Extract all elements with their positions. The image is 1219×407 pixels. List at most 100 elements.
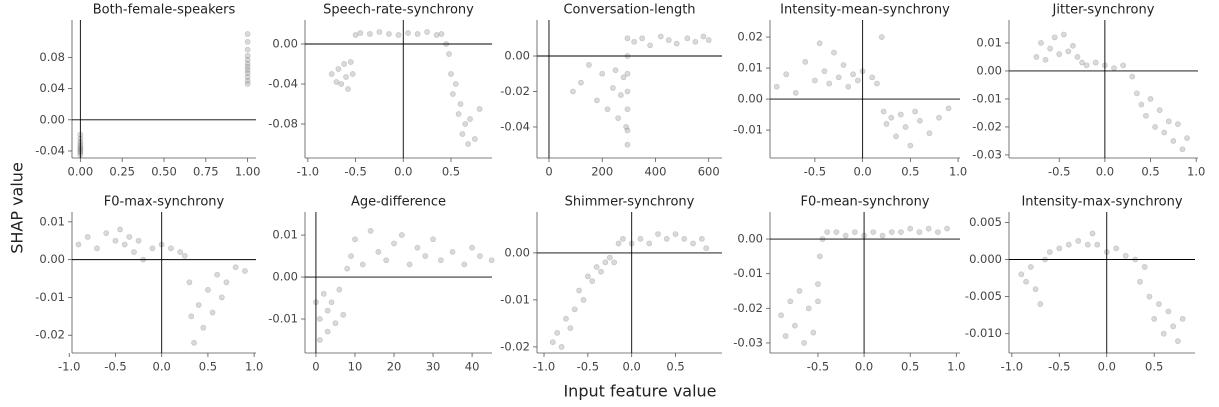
point [554, 329, 561, 336]
point [874, 80, 880, 87]
point [244, 56, 251, 63]
point [214, 271, 221, 278]
point [665, 37, 672, 43]
x-tick-label: -0.5 [577, 360, 599, 374]
x-tick-label: 0.50 [151, 165, 177, 179]
point [1070, 42, 1076, 49]
point [244, 60, 251, 67]
panel: Age-difference 0 10 20 30 40 -0.01 0.00 0.01 [268, 195, 495, 374]
x-tick-label: 0.75 [193, 165, 219, 179]
point [448, 71, 454, 77]
x-tick-label: -0.5 [344, 165, 366, 179]
y-tick-label: 0.000 [969, 252, 1002, 266]
point [343, 74, 349, 80]
point [815, 281, 821, 287]
point [826, 80, 833, 87]
point [925, 225, 932, 232]
point [457, 101, 464, 107]
panel: Jitter-synchrony -0.5 0.0 0.5 1.0 -0.03 -0.02 -… [972, 3, 1205, 179]
point [430, 236, 436, 243]
point [1152, 124, 1158, 130]
panel-title: Age-difference [351, 195, 446, 210]
point [1056, 245, 1063, 252]
point [783, 71, 790, 78]
y-tick-label: 0.00 [272, 270, 298, 284]
point [816, 40, 823, 47]
point [1037, 301, 1044, 307]
point [476, 106, 483, 112]
y-tick-label: -0.03 [733, 335, 763, 349]
point [1038, 40, 1044, 46]
panel: Speech-rate-synchrony -1.0 -0.5 0.0 0.5 -0.08… [268, 3, 492, 179]
point [869, 74, 876, 81]
point [386, 31, 392, 37]
point [320, 290, 327, 297]
x-tick-label: 1.0 [245, 360, 263, 374]
point [467, 116, 473, 122]
point [1065, 241, 1072, 248]
x-tick-label: -1.0 [58, 360, 80, 374]
y-tick-label: -0.01 [733, 266, 763, 280]
y-tick-label: -0.04 [268, 77, 298, 91]
point [934, 229, 941, 235]
point [1151, 315, 1158, 322]
point [893, 133, 899, 140]
point [578, 79, 584, 86]
point [437, 257, 444, 264]
point [340, 311, 347, 318]
x-tick-label: 20 [387, 360, 402, 374]
point [455, 111, 462, 117]
point [324, 328, 331, 335]
point [357, 30, 364, 36]
point [449, 248, 456, 255]
y-tick-label: 0.00 [737, 92, 763, 106]
point [94, 245, 100, 252]
point [624, 35, 631, 42]
y-tick-label: 0.02 [737, 30, 763, 44]
point [244, 46, 251, 53]
point [563, 315, 569, 322]
y-tick-label: -0.08 [268, 117, 298, 131]
point [602, 259, 609, 266]
point [112, 237, 119, 244]
y-tick-label: -0.02 [733, 301, 763, 315]
point [883, 120, 890, 127]
point [462, 121, 469, 127]
point [773, 83, 780, 90]
x-tick-label: -0.5 [1048, 165, 1070, 179]
y-tick-label: -0.01 [733, 123, 763, 137]
point [1165, 308, 1172, 315]
point [75, 241, 82, 248]
point [912, 108, 919, 115]
point [181, 252, 188, 259]
point [1141, 264, 1148, 270]
point [449, 91, 456, 97]
point [1133, 90, 1140, 97]
y-tick-label: -0.005 [965, 289, 1002, 303]
x-tick-label: -0.5 [1048, 360, 1070, 374]
point [383, 257, 390, 264]
point [620, 235, 626, 242]
point [945, 105, 952, 112]
y-tick-label: 0.00 [737, 232, 763, 246]
x-tick-label: -0.5 [807, 360, 829, 374]
point [205, 286, 211, 293]
panel: Conversation-length 0 200 400 600 -0.04 -0.02 0… [500, 3, 722, 179]
point [831, 49, 837, 56]
point [1161, 129, 1168, 136]
point [1122, 252, 1129, 259]
panel: Both-female-speakers 0.00 0.25 0.50 0.75 1.00… [35, 3, 260, 179]
point [391, 240, 397, 247]
point [936, 114, 942, 121]
x-tick-label: 0.5 [1141, 165, 1159, 179]
point [1046, 249, 1053, 255]
point [611, 259, 618, 266]
x-tick-label: -1.0 [297, 165, 319, 179]
point [1179, 315, 1186, 322]
y-tick-label: -0.04 [500, 119, 530, 133]
point [244, 77, 251, 84]
point [195, 302, 202, 308]
x-tick-label: 1.00 [235, 165, 261, 179]
point [1147, 96, 1154, 102]
point [375, 248, 382, 255]
